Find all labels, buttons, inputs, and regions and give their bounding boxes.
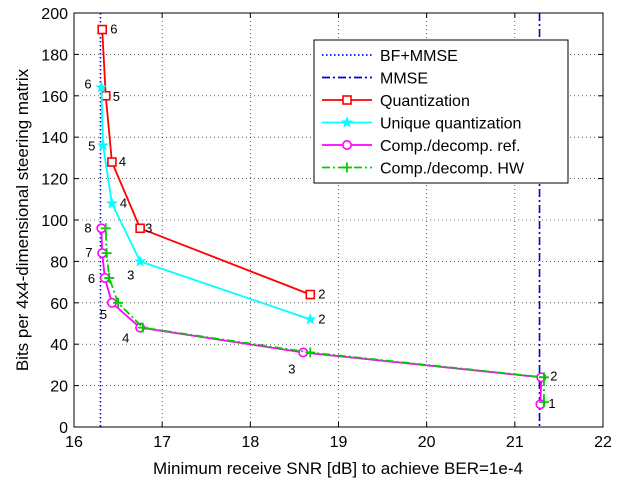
y-axis-label: Bits per 4x4-dimensional steering matrix — [13, 68, 32, 371]
data-point-quantization — [100, 91, 111, 101]
legend-marker-quantization — [342, 95, 352, 105]
legend-label-bf-mmse: BF+MMSE — [380, 48, 458, 65]
x-axis-label: Minimum receive SNR [dB] to achieve BER=… — [153, 459, 523, 478]
axis-ticks: 16 17 18 19 20 21 2202040608010012014016018020… — [41, 6, 612, 451]
data-point-comp-decomp-hw — [538, 372, 549, 383]
data-point-comp-decomp-hw — [104, 272, 115, 283]
point-label-comp-decomp-ref: 7 — [85, 245, 92, 260]
point-label-quantization: 2 — [318, 287, 325, 302]
data-point-comp-decomp-hw — [113, 297, 124, 308]
legend-label-comp-decomp-hw: Comp./decomp. HW — [380, 161, 525, 178]
data-point-comp-decomp-hw — [137, 322, 148, 333]
point-label-comp-decomp-ref: 8 — [84, 220, 91, 235]
y-tick-label: 0 — [59, 420, 68, 437]
data-point-comp-decomp-hw — [100, 223, 111, 234]
series-layer — [95, 24, 549, 410]
legend-marker-comp-decomp-ref — [341, 140, 352, 151]
x-tick-label: 21 — [506, 434, 524, 451]
data-point-quantization — [135, 223, 145, 234]
y-tick-label: 100 — [41, 213, 68, 230]
legend-marker-comp-decomp-hw — [342, 162, 352, 173]
data-point-unique-quantization — [95, 81, 108, 93]
data-point-unique-quantization — [304, 313, 317, 325]
data-point-comp-decomp-hw — [101, 248, 112, 259]
data-point-quantization — [305, 289, 316, 300]
x-tick-label: 17 — [153, 434, 171, 451]
data-point-unique-quantization — [134, 255, 147, 267]
y-tick-label: 160 — [41, 89, 68, 106]
point-label-comp-decomp-ref: 4 — [122, 331, 129, 346]
data-point-comp-decomp-hw — [538, 397, 549, 408]
y-tick-label: 60 — [50, 296, 68, 313]
y-tick-label: 40 — [50, 337, 68, 354]
point-label-unique-quantization: 4 — [120, 195, 127, 210]
legend-label-mmse: MMSE — [380, 71, 428, 88]
y-tick-label: 20 — [50, 379, 68, 396]
data-point-comp-decomp-hw — [305, 347, 316, 358]
point-label-quantization: 4 — [119, 154, 126, 169]
point-label-comp-decomp-ref: 3 — [288, 361, 295, 376]
legend-label-comp-decomp-ref: Comp./decomp. ref. — [380, 138, 521, 155]
data-point-unique-quantization — [97, 139, 110, 151]
point-label-comp-decomp-ref: 5 — [100, 307, 107, 322]
x-tick-label: 20 — [418, 434, 436, 451]
legend-label-unique-quantization: Unique quantization — [380, 116, 521, 133]
y-tick-label: 120 — [41, 172, 68, 189]
legend-label-quantization: Quantization — [380, 93, 470, 110]
point-label-unique-quantization: 6 — [84, 77, 91, 92]
y-tick-label: 180 — [41, 47, 68, 64]
y-tick-label: 140 — [41, 130, 68, 147]
point-label-comp-decomp-ref: 6 — [88, 271, 95, 286]
y-tick-label: 80 — [50, 254, 68, 271]
point-label-comp-decomp-ref: 1 — [548, 396, 555, 411]
data-point-unique-quantization — [105, 197, 118, 209]
point-label-comp-decomp-ref: 2 — [550, 368, 557, 383]
data-point-quantization — [107, 157, 117, 167]
x-tick-label: 22 — [594, 434, 612, 451]
point-label-quantization: 3 — [145, 220, 152, 235]
point-label-unique-quantization: 3 — [127, 267, 134, 282]
point-label-quantization: 6 — [110, 22, 117, 37]
legend: BF+MMSE MMSE Quantization Unique quantizati… — [313, 39, 569, 184]
legend-box — [313, 39, 569, 184]
x-tick-label: 18 — [241, 434, 259, 451]
data-point-quantization — [97, 24, 108, 35]
point-label-unique-quantization: 2 — [318, 311, 325, 326]
legend-marker-unique-quantization — [340, 116, 354, 128]
x-tick-label: 19 — [330, 434, 348, 451]
y-tick-label: 200 — [41, 6, 68, 23]
x-tick-label: 16 — [65, 434, 83, 451]
point-label-quantization: 5 — [113, 89, 120, 104]
point-label-unique-quantization: 5 — [88, 138, 95, 153]
